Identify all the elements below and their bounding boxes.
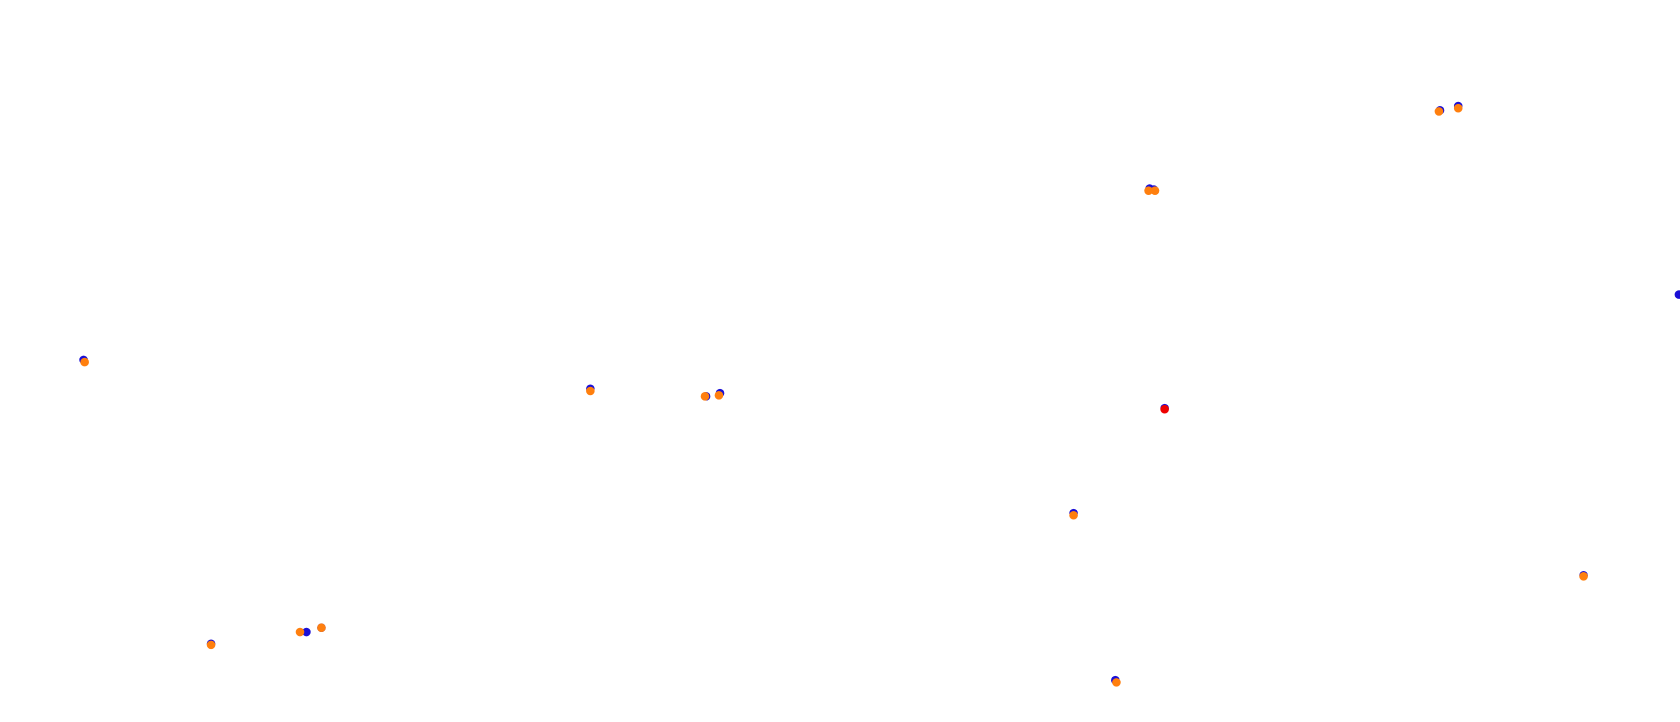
scatter-point xyxy=(1674,290,1680,299)
scatter-point xyxy=(317,623,326,633)
scatter-point xyxy=(714,390,724,400)
scatter-point xyxy=(302,627,311,637)
scatter-point xyxy=(700,392,710,401)
scatter-point xyxy=(1150,186,1160,195)
scatter-point xyxy=(1579,572,1588,581)
scatter-point xyxy=(1069,510,1078,520)
scatter-point xyxy=(206,640,216,650)
scatter-point xyxy=(1160,404,1169,414)
scatter-point xyxy=(586,386,595,396)
scatter-point xyxy=(1453,103,1463,113)
scatter-point xyxy=(295,627,305,637)
scatter-point xyxy=(1144,186,1153,195)
scatter-point xyxy=(80,357,89,367)
scatter-point xyxy=(1112,678,1121,687)
scatter-point xyxy=(1434,107,1444,116)
